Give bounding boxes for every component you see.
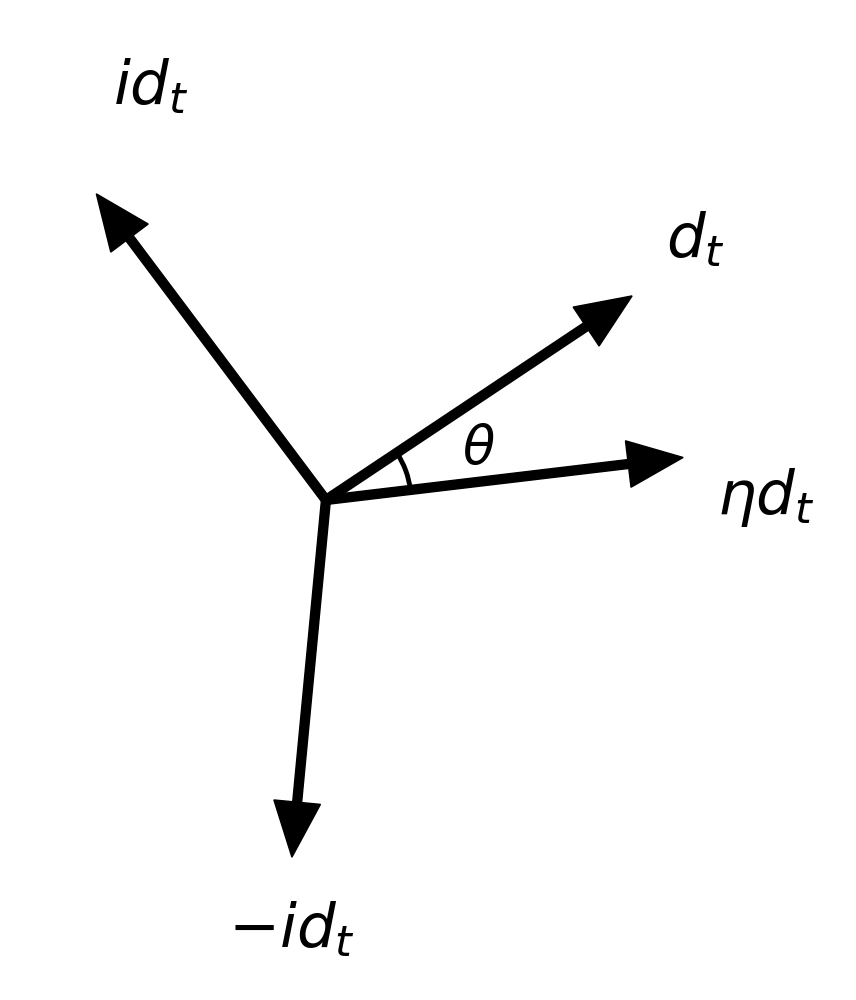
FancyArrow shape (325, 441, 683, 504)
Text: $id_t$: $id_t$ (113, 57, 189, 117)
FancyArrow shape (324, 296, 632, 504)
Text: $-id_t$: $-id_t$ (229, 900, 355, 960)
Text: $\eta d_t$: $\eta d_t$ (717, 466, 815, 529)
Text: $\theta$: $\theta$ (461, 424, 495, 475)
FancyArrow shape (274, 500, 330, 857)
FancyArrow shape (97, 194, 330, 503)
Text: $d_t$: $d_t$ (666, 210, 725, 270)
